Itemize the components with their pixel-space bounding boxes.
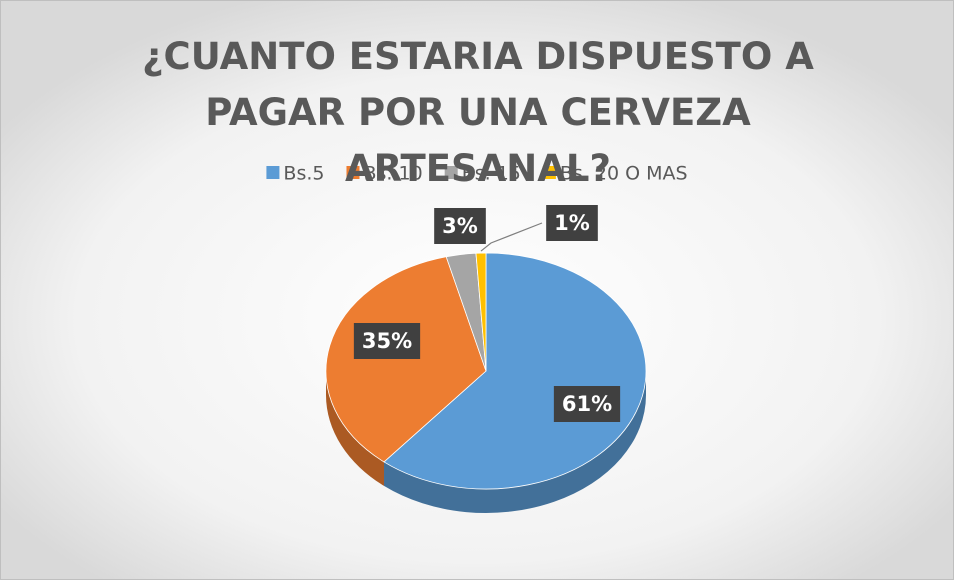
legend-label: Bs. 20 O MAS — [560, 163, 688, 185]
data-label-box — [434, 208, 486, 244]
pie-slice — [383, 252, 647, 490]
legend-label: Bs. 15 — [462, 163, 521, 185]
pie-side — [384, 371, 646, 513]
legend-swatch — [444, 166, 458, 179]
leader-line — [480, 222, 543, 252]
pie-slice — [325, 256, 487, 463]
pie-slice — [475, 252, 487, 372]
data-label-text: 1% — [554, 211, 590, 235]
data-label-text: 61% — [562, 392, 612, 416]
data-label-box — [553, 386, 621, 422]
data-label: 61% — [553, 386, 621, 422]
data-label-text: 3% — [442, 214, 478, 238]
legend-swatch — [542, 166, 556, 179]
data-label-box — [546, 205, 598, 241]
legend-label: Bs. 10 — [363, 163, 422, 185]
data-label: 3% — [434, 208, 486, 244]
data-label: 35% — [353, 323, 421, 359]
legend-swatch — [346, 166, 360, 179]
legend-label: Bs.5 — [283, 163, 324, 185]
data-label-box — [353, 323, 421, 359]
legend-swatch — [266, 166, 280, 179]
data-label-text: 35% — [362, 329, 412, 353]
chart-title: ¿CUANTO ESTARIA DISPUESTO A PAGAR POR UN… — [142, 35, 814, 190]
data-label: 1% — [546, 205, 598, 241]
pie-side — [326, 371, 385, 486]
